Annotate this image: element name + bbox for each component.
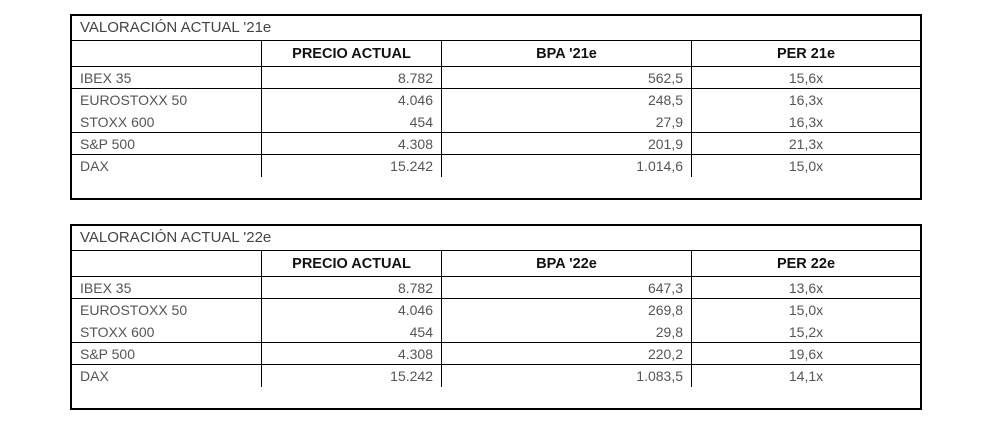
- per-value: 15,2x: [788, 324, 824, 340]
- table-row: STOXX 600 454 29,8 15,2x: [72, 321, 920, 343]
- index-name: EUROSTOXX 50: [72, 89, 262, 111]
- header-index: [72, 251, 262, 276]
- bpa-value: 1.014,6: [442, 155, 692, 177]
- precio-value: 4.308: [262, 133, 442, 154]
- index-name: DAX: [72, 365, 262, 387]
- table-row: DAX 15.242 1.014,6 15,0x: [72, 155, 920, 177]
- precio-value: 4.046: [262, 299, 442, 321]
- table-row: EUROSTOXX 50 4.046 248,5 16,3x: [72, 89, 920, 111]
- table-row: IBEX 35 8.782 647,3 13,6x: [72, 277, 920, 299]
- index-name: IBEX 35: [72, 67, 262, 88]
- table-row: S&P 500 4.308 220,2 19,6x: [72, 343, 920, 365]
- index-name: DAX: [72, 155, 262, 177]
- bpa-value: 201,9: [442, 133, 692, 154]
- valuation-table-2021: VALORACIÓN ACTUAL '21e PRECIO ACTUAL BPA…: [70, 14, 922, 200]
- bpa-value: 647,3: [442, 277, 692, 298]
- precio-value: 8.782: [262, 67, 442, 88]
- header-index: [72, 41, 262, 66]
- index-name: EUROSTOXX 50: [72, 299, 262, 321]
- precio-value: 4.308: [262, 343, 442, 364]
- index-name: S&P 500: [72, 343, 262, 364]
- bpa-value: 27,9: [442, 111, 692, 132]
- per-value: 19,6x: [788, 346, 824, 362]
- bpa-value: 1.083,5: [442, 365, 692, 387]
- table-row: IBEX 35 8.782 562,5 15,6x: [72, 67, 920, 89]
- header-row: PRECIO ACTUAL BPA '22e PER 22e: [72, 251, 920, 277]
- header-precio: PRECIO ACTUAL: [262, 41, 442, 66]
- bpa-value: 29,8: [442, 321, 692, 342]
- table-row: STOXX 600 454 27,9 16,3x: [72, 111, 920, 133]
- per-value: 16,3x: [788, 114, 824, 130]
- bpa-value: 562,5: [442, 67, 692, 88]
- precio-value: 15.242: [262, 155, 442, 177]
- header-per: PER 22e: [776, 256, 836, 272]
- header-precio: PRECIO ACTUAL: [262, 251, 442, 276]
- per-value: 15,0x: [788, 158, 824, 174]
- per-value: 13,6x: [788, 280, 824, 296]
- precio-value: 4.046: [262, 89, 442, 111]
- per-value: 15,0x: [788, 302, 824, 318]
- header-row: PRECIO ACTUAL BPA '21e PER 21e: [72, 41, 920, 67]
- bpa-value: 220,2: [442, 343, 692, 364]
- index-name: STOXX 600: [72, 111, 262, 132]
- bpa-value: 269,8: [442, 299, 692, 321]
- header-bpa: BPA '22e: [442, 251, 692, 276]
- table-title: VALORACIÓN ACTUAL '22e: [72, 226, 920, 251]
- index-name: IBEX 35: [72, 277, 262, 298]
- per-value: 21,3x: [788, 136, 824, 152]
- header-per: PER 21e: [776, 46, 836, 62]
- per-value: 16,3x: [788, 92, 824, 108]
- index-name: STOXX 600: [72, 321, 262, 342]
- bpa-value: 248,5: [442, 89, 692, 111]
- per-value: 14,1x: [788, 368, 824, 384]
- table-title: VALORACIÓN ACTUAL '21e: [72, 16, 920, 41]
- valuation-table-2022: VALORACIÓN ACTUAL '22e PRECIO ACTUAL BPA…: [70, 224, 922, 410]
- index-name: S&P 500: [72, 133, 262, 154]
- precio-value: 8.782: [262, 277, 442, 298]
- table-row: DAX 15.242 1.083,5 14,1x: [72, 365, 920, 387]
- header-bpa: BPA '21e: [442, 41, 692, 66]
- table-row: EUROSTOXX 50 4.046 269,8 15,0x: [72, 299, 920, 321]
- precio-value: 15.242: [262, 365, 442, 387]
- table-row: S&P 500 4.308 201,9 21,3x: [72, 133, 920, 155]
- precio-value: 454: [262, 111, 442, 132]
- precio-value: 454: [262, 321, 442, 342]
- per-value: 15,6x: [788, 70, 824, 86]
